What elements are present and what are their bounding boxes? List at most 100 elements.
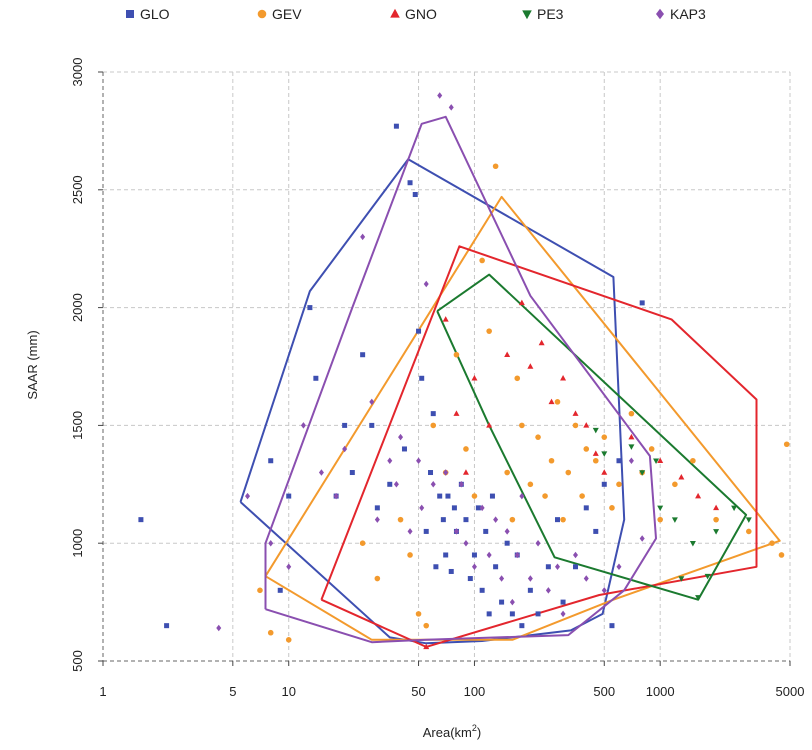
glo-point-25	[440, 517, 446, 523]
glo-point-22	[430, 411, 436, 417]
pe3-point-6	[671, 517, 678, 523]
pe3-point-3	[639, 470, 646, 476]
legend-item-gno: GNO	[390, 6, 437, 22]
glo-point-43	[509, 611, 515, 617]
x-axis-label-main: Area(km	[423, 725, 472, 740]
gev-point-30	[583, 446, 590, 452]
glo-point-23	[433, 564, 439, 570]
glo-point-10	[360, 352, 366, 358]
gno-point-13	[583, 422, 590, 428]
glo-point-21	[428, 470, 434, 476]
series-gev	[257, 163, 790, 643]
gev-point-17	[504, 469, 510, 476]
gno-point-14	[592, 450, 599, 456]
glo-point-34	[471, 552, 477, 558]
kap3-point-20	[443, 469, 449, 476]
glo-point-13	[387, 481, 393, 487]
kap3-point-30	[504, 528, 510, 535]
glo-point-18	[416, 328, 422, 334]
gev-point-31	[592, 457, 599, 464]
gev-point-45	[783, 441, 790, 448]
glo-point-47	[535, 611, 541, 617]
gev-point-15	[486, 328, 492, 334]
gno-point-8	[527, 363, 534, 369]
glo-point-45	[519, 623, 525, 629]
kap3-point-29	[499, 575, 505, 582]
gev-point-32	[601, 434, 608, 440]
gev-point-28	[572, 422, 579, 429]
pe3-point-0	[592, 427, 599, 434]
glo-point-55	[609, 623, 615, 629]
gev-point-6	[407, 552, 413, 558]
kap3-point-21	[448, 104, 454, 111]
gno-point-4	[471, 375, 478, 381]
gno-point-18	[678, 473, 685, 480]
x-axis-label: Area(km2)	[423, 723, 481, 740]
gno-point-9	[538, 339, 545, 346]
glo-point-53	[593, 528, 599, 534]
pe3-point-12	[678, 576, 685, 582]
gev-point-34	[616, 481, 622, 488]
gev-point-19	[514, 375, 521, 382]
glo-point-8	[342, 422, 348, 428]
kap3-point-40	[583, 575, 589, 582]
kap3-point-23	[458, 481, 464, 488]
x-tick-label-50: 50	[411, 684, 425, 699]
kap3-point-0	[216, 624, 222, 632]
glo-point-39	[489, 493, 495, 499]
gev-point-40	[690, 457, 696, 464]
x-tick-label-10: 10	[281, 684, 295, 699]
glo-point-40	[493, 564, 499, 570]
hull-kap3	[264, 115, 657, 644]
kap3-point-41	[601, 587, 607, 594]
pe3-point-8	[704, 573, 711, 580]
gno-point-1	[442, 316, 449, 322]
legend-label-kap3: KAP3	[670, 6, 706, 22]
gev-point-14	[479, 257, 485, 264]
legend-marker-glo	[126, 10, 134, 18]
kap3-point-12	[393, 481, 399, 488]
legend-marker-gno	[390, 8, 400, 18]
series-gno	[423, 299, 720, 650]
glo-point-9	[349, 470, 355, 476]
legend-label-gev: GEV	[272, 6, 302, 22]
kap3-point-5	[318, 469, 324, 476]
kap3-point-32	[514, 551, 520, 559]
kap3-point-36	[545, 587, 551, 594]
pe3-point-4	[653, 458, 660, 464]
gev-point-0	[257, 587, 263, 594]
series-kap3	[216, 92, 645, 632]
kap3-point-28	[493, 516, 499, 523]
gno-point-6	[504, 351, 511, 357]
hull-layer	[239, 115, 781, 648]
y-tick-label-500: 500	[70, 650, 85, 672]
gev-point-35	[628, 410, 635, 417]
legend: GLO GEV GNO PE3 KAP3	[126, 6, 706, 22]
glo-point-19	[419, 375, 425, 381]
kap3-point-2	[268, 539, 274, 547]
x-axis-label-sup: 2	[472, 723, 477, 733]
gno-point-3	[462, 469, 469, 475]
glo-point-36	[479, 587, 485, 593]
gno-point-11	[560, 375, 567, 381]
kap3-point-38	[560, 610, 566, 618]
kap3-point-33	[519, 492, 525, 500]
gev-point-29	[579, 493, 585, 499]
pe3-point-9	[713, 529, 720, 535]
gev-point-23	[542, 493, 548, 499]
glo-point-29	[451, 505, 457, 511]
y-tick-label-1000: 1000	[70, 529, 85, 558]
glo-point-38	[486, 611, 492, 617]
glo-point-27	[445, 493, 451, 499]
kap3-point-37	[555, 563, 561, 571]
gev-point-11	[453, 351, 460, 358]
glo-point-51	[573, 564, 579, 570]
gev-point-8	[423, 622, 430, 629]
gev-point-2	[285, 636, 292, 643]
legend-label-gno: GNO	[405, 6, 437, 22]
gev-point-42	[745, 528, 752, 535]
gno-point-16	[628, 433, 635, 440]
legend-item-glo: GLO	[126, 6, 170, 22]
kap3-point-27	[486, 551, 492, 559]
